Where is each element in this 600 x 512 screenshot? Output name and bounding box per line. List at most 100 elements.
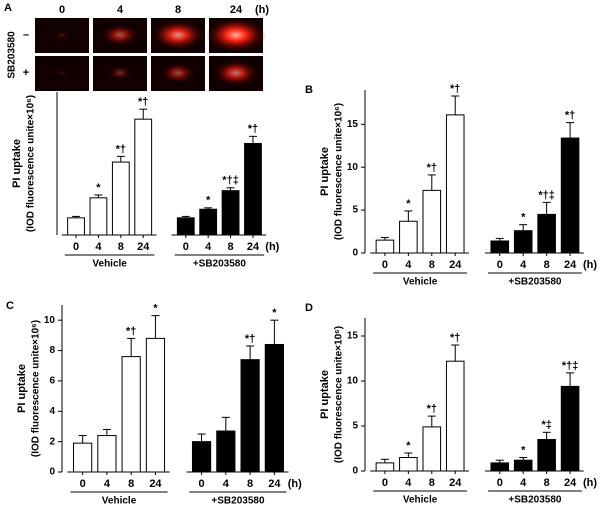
x-tick-label: 4 [405, 477, 412, 489]
bar [216, 430, 236, 473]
group-label: +SB203580 [508, 277, 562, 288]
image-glow [161, 63, 195, 83]
panel-label: A [4, 2, 12, 14]
bar [422, 189, 442, 254]
significance-label: * [521, 212, 526, 224]
x-tick-label: 8 [228, 241, 234, 253]
x-tick-label: 0 [183, 241, 189, 253]
x-unit: (h) [265, 241, 279, 253]
x-tick-label: 8 [544, 259, 550, 271]
y-tick-label: 2 [49, 436, 55, 447]
bar [375, 239, 395, 254]
significance-label: *† [245, 333, 255, 345]
bar [67, 217, 85, 236]
image-row-title: SB203580 [7, 31, 18, 79]
x-tick-label: 24 [564, 477, 577, 489]
significance-label: *† [126, 325, 136, 337]
bar [111, 161, 130, 236]
panel-label: C [6, 300, 14, 312]
x-unit: (h) [583, 477, 597, 489]
bar [560, 385, 580, 472]
significance-label: *† [565, 110, 575, 122]
group-label: Vehicle [403, 277, 438, 288]
bar [89, 197, 108, 236]
x-tick-label: 0 [80, 478, 86, 490]
bar [191, 441, 212, 473]
y-tick-label: 10 [347, 162, 359, 173]
image-glow [206, 18, 266, 52]
y-tick-label: 5 [352, 205, 358, 216]
bar [445, 360, 465, 472]
significance-label: * [272, 307, 277, 319]
x-tick-label: 24 [564, 259, 577, 271]
bar [375, 462, 395, 472]
bar [199, 208, 218, 236]
bar [240, 359, 260, 473]
x-tick-label: 24 [149, 478, 162, 490]
y-tick-label: 15 [347, 119, 359, 130]
y-axis-label: PI uptake [16, 364, 28, 413]
x-unit: (h) [288, 478, 302, 490]
y-tick-label: 10 [44, 315, 56, 326]
x-tick-label: 8 [128, 478, 134, 490]
significance-label: * [521, 444, 526, 456]
group-label: Vehicle [403, 495, 438, 506]
x-tick-label: 24 [449, 259, 462, 271]
x-tick-label: 4 [520, 259, 527, 271]
bar [490, 240, 510, 254]
panel-label: B [305, 84, 313, 96]
y-axis-sublabel: (IOD fluorescence unite×10⁶) [334, 103, 345, 240]
significance-label: *† [116, 143, 126, 155]
x-tick-label: 8 [429, 477, 435, 489]
x-tick-label: 8 [429, 259, 435, 271]
x-tick-label: 0 [198, 478, 204, 490]
group-label: +SB203580 [211, 496, 265, 507]
image-glow [151, 20, 205, 50]
y-tick-label: 6 [49, 376, 55, 387]
y-axis-label: PI uptake [11, 139, 23, 188]
bar [445, 114, 465, 254]
y-axis-label: PI uptake [319, 370, 331, 419]
significance-label: *‡ [541, 419, 551, 431]
x-tick-label: 0 [497, 477, 503, 489]
image-col-label: 24 [230, 4, 243, 16]
panel-label: D [305, 302, 313, 314]
x-tick-label: 0 [497, 259, 503, 271]
x-tick-label: 4 [95, 241, 102, 253]
bar [399, 457, 418, 472]
bar [221, 190, 240, 236]
group-label: +SB203580 [508, 495, 562, 506]
image-glow [213, 60, 259, 86]
group-label: Vehicle [92, 259, 127, 270]
y-tick-label: 0 [49, 467, 55, 478]
y-tick-label: 5 [352, 421, 358, 432]
bar [422, 426, 442, 472]
x-tick-label: 8 [118, 241, 124, 253]
bar [145, 337, 166, 473]
image-glow [108, 65, 132, 81]
significance-label: *† [450, 332, 460, 344]
significance-label: *†‡ [562, 360, 579, 372]
bar [176, 217, 195, 236]
x-tick-label: 24 [247, 241, 260, 253]
x-tick-label: 4 [104, 478, 111, 490]
significance-label: *† [138, 96, 148, 108]
significance-label: *† [248, 123, 258, 135]
significance-label: *† [427, 162, 437, 174]
y-axis-sublabel: (IOD fluorescence unite×10⁶) [26, 95, 37, 232]
y-axis-sublabel: (IOD fluorescence unite×10⁶) [334, 326, 345, 463]
bar [73, 442, 93, 473]
bar [537, 213, 556, 254]
y-tick-label: 4 [49, 406, 55, 417]
image-col-label: 8 [175, 4, 181, 16]
significance-label: *†‡ [538, 189, 555, 201]
x-tick-label: 0 [382, 259, 388, 271]
y-axis-sublabel: (IOD fluorescence unite×10⁶) [31, 320, 42, 457]
bar [134, 118, 153, 236]
significance-label: * [406, 198, 411, 210]
image-glow [101, 24, 139, 46]
y-tick-label: 15 [347, 331, 359, 342]
image-glow [55, 68, 69, 78]
significance-label: * [206, 195, 211, 207]
